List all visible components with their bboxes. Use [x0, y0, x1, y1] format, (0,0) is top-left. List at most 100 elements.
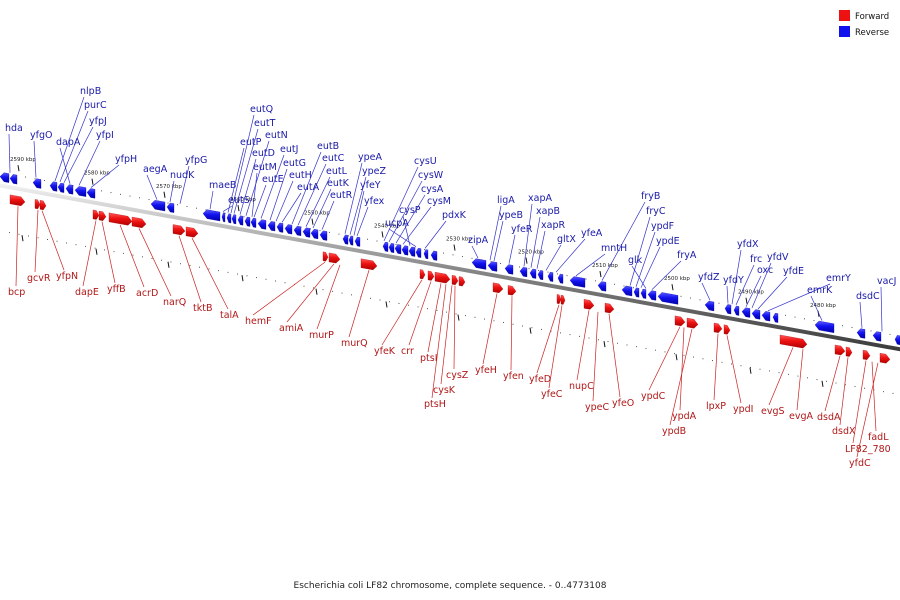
minor-tick-below	[892, 392, 894, 394]
reverse-gene-label: eutN	[265, 130, 288, 141]
reverse-gene-label: eutS	[228, 195, 250, 206]
reverse-gene-leader	[383, 166, 419, 242]
forward-gene-arrow	[507, 285, 517, 296]
reverse-gene-leader	[253, 184, 267, 218]
reverse-gene-label: yfpG	[185, 155, 207, 166]
reverse-gene-label: cysM	[427, 196, 451, 207]
reverse-gene-label: vacJ	[877, 276, 896, 287]
minor-tick-below	[835, 382, 837, 384]
minor-tick-below	[37, 237, 39, 239]
minor-tick-below	[845, 384, 846, 386]
minor-tick-below	[85, 245, 86, 247]
reverse-gene-label: cysA	[421, 184, 444, 195]
minor-tick-below	[484, 318, 485, 320]
reverse-gene-arrow	[342, 234, 349, 245]
minor-tick-below	[75, 244, 77, 246]
forward-gene-leader	[82, 220, 97, 287]
forward-gene-leader	[348, 270, 370, 338]
reverse-gene-leader	[629, 216, 651, 286]
reverse-gene-label: yfpI	[96, 130, 114, 141]
reverse-gene-label: eutT	[254, 118, 276, 129]
kbp-tick-mark	[163, 191, 166, 198]
reverse-gene-label: ypdF	[651, 221, 674, 232]
minor-tick-below	[341, 292, 343, 294]
forward-gene-arrow	[419, 269, 426, 280]
minor-tick-below	[208, 268, 210, 270]
reverse-gene-leader	[8, 133, 11, 173]
forward-gene-leader	[316, 264, 341, 330]
kbp-tick-label: 2550 kbp	[304, 211, 330, 217]
forward-gene-label: ypdA	[672, 411, 697, 422]
axis-ticks: 2590 kbp 2580 kbp 2570 kbp 2560 kbp 2550 kbp…	[6, 157, 900, 394]
reverse-gene-label: yfdX	[737, 239, 759, 250]
minor-tick-below	[598, 339, 599, 341]
forward-gene-arrow	[779, 334, 808, 349]
minor-tick-above	[528, 268, 530, 270]
reverse-gene-leader	[751, 262, 772, 309]
reverse-gene-leader	[735, 264, 755, 306]
reverse-gene-arrow	[504, 264, 514, 275]
minor-tick-below	[636, 346, 637, 348]
forward-gene-arrow	[360, 258, 378, 271]
minor-tick-below	[854, 385, 856, 387]
forward-gene-leader	[726, 335, 742, 404]
reverse-gene-leader	[312, 188, 332, 229]
minor-tick-below	[199, 266, 200, 268]
reverse-gene-label: xapA	[528, 193, 552, 204]
minor-tick-below	[275, 280, 276, 282]
minor-tick-below	[626, 344, 628, 346]
forward-gene-label: crr	[401, 346, 414, 357]
minor-tick-above	[595, 280, 596, 282]
reverse-gene-label: mntH	[601, 243, 627, 254]
reverse-gene-arrow	[74, 186, 87, 197]
reverse-gene-label: cysW	[418, 170, 444, 181]
forward-gene-label: ptsH	[424, 399, 446, 410]
forward-gene-arrow	[686, 317, 699, 329]
forward-gene-leader	[548, 305, 563, 389]
legend-swatch	[839, 26, 850, 37]
minor-tick-above	[813, 320, 815, 322]
forward-gene-leader	[15, 206, 19, 287]
forward-gene-leader	[669, 328, 693, 426]
forward-gene-arrow	[427, 270, 435, 281]
genome-axis	[0, 183, 900, 352]
minor-tick-above	[443, 252, 444, 254]
minor-tick-below	[503, 322, 504, 323]
reverse-gene-arrow	[647, 290, 657, 301]
reverse-gene-label: zipA	[468, 235, 489, 246]
forward-gene-label: talA	[220, 310, 239, 321]
minor-tick-above	[490, 261, 492, 263]
minor-tick-below	[474, 316, 476, 318]
reverse-gene-arrow	[226, 213, 232, 224]
reverse-gene-arrow	[302, 227, 311, 238]
reverse-gene-leader	[353, 190, 365, 236]
minor-tick-below	[303, 285, 305, 287]
forward-gene-label: gcvR	[27, 273, 51, 284]
reverse-gene-arrow	[401, 245, 409, 256]
reverse-gene-leader	[601, 201, 646, 281]
forward-gene-label: narQ	[163, 297, 186, 308]
kbp-tick-mark-below	[457, 314, 460, 321]
minor-tick-above	[167, 202, 169, 204]
forward-gene-leader	[608, 313, 621, 398]
minor-tick-above	[500, 263, 501, 264]
forward-gene-arrow	[713, 322, 723, 333]
forward-gene-label: yfeH	[475, 365, 497, 376]
reverse-gene-leader	[54, 96, 85, 182]
kbp-tick-mark-below	[603, 341, 606, 348]
minor-tick-below	[389, 301, 390, 303]
forward-gene-label: evgS	[761, 406, 785, 417]
forward-gene-leader	[592, 311, 599, 402]
reverse-gene-leader	[227, 147, 245, 213]
reverse-gene-arrow	[557, 273, 564, 284]
forward-gene-leader	[482, 293, 498, 365]
minor-tick-below	[750, 366, 751, 368]
forward-gene-arrow	[434, 271, 451, 284]
reverse-gene-label: yfgO	[30, 130, 52, 141]
minor-tick-below	[873, 389, 875, 391]
reverse-gene-arrow	[856, 328, 866, 339]
reverse-gene-label: yfdZ	[698, 272, 720, 283]
minor-tick-below	[769, 370, 770, 372]
minor-tick-above	[889, 333, 891, 335]
forward-gene-label: LF82_780	[845, 444, 891, 455]
